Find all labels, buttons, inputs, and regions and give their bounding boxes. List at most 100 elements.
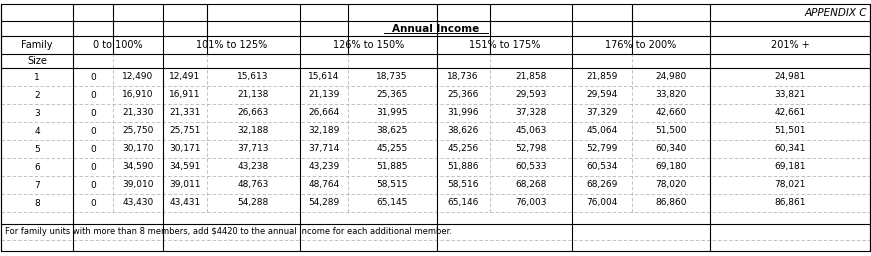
Text: 15,613: 15,613 — [237, 72, 269, 81]
Text: 42,661: 42,661 — [774, 109, 806, 118]
Text: 24,981: 24,981 — [774, 72, 806, 81]
Text: 25,751: 25,751 — [169, 126, 200, 135]
Text: 18,736: 18,736 — [447, 72, 479, 81]
Text: 51,500: 51,500 — [655, 126, 686, 135]
Text: 48,764: 48,764 — [308, 180, 340, 189]
Text: 33,821: 33,821 — [774, 91, 806, 100]
Text: 60,533: 60,533 — [516, 163, 547, 172]
Text: 42,660: 42,660 — [655, 109, 686, 118]
Text: 12,491: 12,491 — [169, 72, 200, 81]
Text: 0: 0 — [90, 126, 96, 135]
Text: 37,328: 37,328 — [516, 109, 547, 118]
Text: 12,490: 12,490 — [122, 72, 153, 81]
Text: 78,021: 78,021 — [774, 180, 806, 189]
Text: 54,288: 54,288 — [238, 198, 268, 208]
Text: 32,188: 32,188 — [237, 126, 268, 135]
Text: 37,714: 37,714 — [308, 144, 340, 154]
Text: 58,516: 58,516 — [447, 180, 479, 189]
Text: 16,910: 16,910 — [122, 91, 154, 100]
Text: 48,763: 48,763 — [237, 180, 268, 189]
Text: 65,146: 65,146 — [448, 198, 479, 208]
Text: 25,365: 25,365 — [376, 91, 408, 100]
Text: 2: 2 — [34, 91, 40, 100]
Text: 1: 1 — [34, 72, 40, 81]
Text: 78,020: 78,020 — [655, 180, 686, 189]
Text: 126% to 150%: 126% to 150% — [333, 40, 404, 50]
Text: Family: Family — [21, 40, 53, 50]
Text: 176% to 200%: 176% to 200% — [605, 40, 677, 50]
Text: 0: 0 — [90, 163, 96, 172]
Text: 38,625: 38,625 — [376, 126, 408, 135]
Text: 60,534: 60,534 — [586, 163, 618, 172]
Text: 0: 0 — [90, 198, 96, 208]
Text: 21,138: 21,138 — [237, 91, 268, 100]
Text: 60,341: 60,341 — [774, 144, 806, 154]
Text: 151% to 175%: 151% to 175% — [469, 40, 540, 50]
Text: 32,189: 32,189 — [308, 126, 340, 135]
Text: 76,004: 76,004 — [586, 198, 618, 208]
Text: 86,861: 86,861 — [774, 198, 806, 208]
Text: 0: 0 — [90, 144, 96, 154]
Text: 30,170: 30,170 — [122, 144, 154, 154]
Text: 37,713: 37,713 — [237, 144, 269, 154]
Text: 26,664: 26,664 — [308, 109, 340, 118]
Text: For family units with more than 8 members, add $4420 to the annual income for ea: For family units with more than 8 member… — [5, 228, 452, 237]
Text: 51,886: 51,886 — [447, 163, 479, 172]
Text: 69,180: 69,180 — [655, 163, 686, 172]
Text: 6: 6 — [34, 163, 40, 172]
Text: 21,330: 21,330 — [122, 109, 153, 118]
Text: 45,064: 45,064 — [586, 126, 618, 135]
Text: 43,239: 43,239 — [308, 163, 340, 172]
Text: 54,289: 54,289 — [308, 198, 340, 208]
Text: 52,799: 52,799 — [586, 144, 618, 154]
Text: 18,735: 18,735 — [376, 72, 408, 81]
Text: 69,181: 69,181 — [774, 163, 806, 172]
Text: 43,430: 43,430 — [122, 198, 153, 208]
Text: 101% to 125%: 101% to 125% — [196, 40, 267, 50]
Text: 43,238: 43,238 — [238, 163, 268, 172]
Text: 7: 7 — [34, 180, 40, 189]
Text: 60,340: 60,340 — [655, 144, 686, 154]
Text: 37,329: 37,329 — [586, 109, 618, 118]
Text: 25,750: 25,750 — [122, 126, 153, 135]
Text: 5: 5 — [34, 144, 40, 154]
Text: 45,063: 45,063 — [516, 126, 547, 135]
Text: 30,171: 30,171 — [169, 144, 200, 154]
Text: 24,980: 24,980 — [655, 72, 686, 81]
Text: 0: 0 — [90, 109, 96, 118]
Text: 76,003: 76,003 — [516, 198, 547, 208]
Text: 52,798: 52,798 — [516, 144, 547, 154]
Text: Size: Size — [27, 56, 47, 66]
Text: 39,011: 39,011 — [169, 180, 200, 189]
Text: 65,145: 65,145 — [376, 198, 408, 208]
Text: 0: 0 — [90, 180, 96, 189]
Text: APPENDIX C: APPENDIX C — [805, 7, 867, 17]
Text: 4: 4 — [34, 126, 40, 135]
Text: 34,590: 34,590 — [122, 163, 153, 172]
Text: 25,366: 25,366 — [448, 91, 479, 100]
Text: 29,594: 29,594 — [586, 91, 618, 100]
Text: 21,858: 21,858 — [516, 72, 547, 81]
Text: 31,995: 31,995 — [376, 109, 408, 118]
Text: 45,256: 45,256 — [448, 144, 479, 154]
Text: 31,996: 31,996 — [447, 109, 479, 118]
Text: 0: 0 — [90, 72, 96, 81]
Text: Annual Income: Annual Income — [392, 24, 479, 34]
Text: 68,268: 68,268 — [516, 180, 547, 189]
Text: 21,859: 21,859 — [586, 72, 618, 81]
Text: 3: 3 — [34, 109, 40, 118]
Text: 68,269: 68,269 — [586, 180, 618, 189]
Text: 34,591: 34,591 — [169, 163, 200, 172]
Text: 8: 8 — [34, 198, 40, 208]
Text: 26,663: 26,663 — [237, 109, 268, 118]
Text: 15,614: 15,614 — [308, 72, 340, 81]
Text: 43,431: 43,431 — [169, 198, 200, 208]
Text: 51,501: 51,501 — [774, 126, 806, 135]
Text: 21,331: 21,331 — [169, 109, 200, 118]
Text: 45,255: 45,255 — [376, 144, 408, 154]
Text: 33,820: 33,820 — [655, 91, 686, 100]
Text: 201% +: 201% + — [771, 40, 809, 50]
Text: 38,626: 38,626 — [448, 126, 479, 135]
Text: 0: 0 — [90, 91, 96, 100]
Text: 0 to 100%: 0 to 100% — [93, 40, 143, 50]
